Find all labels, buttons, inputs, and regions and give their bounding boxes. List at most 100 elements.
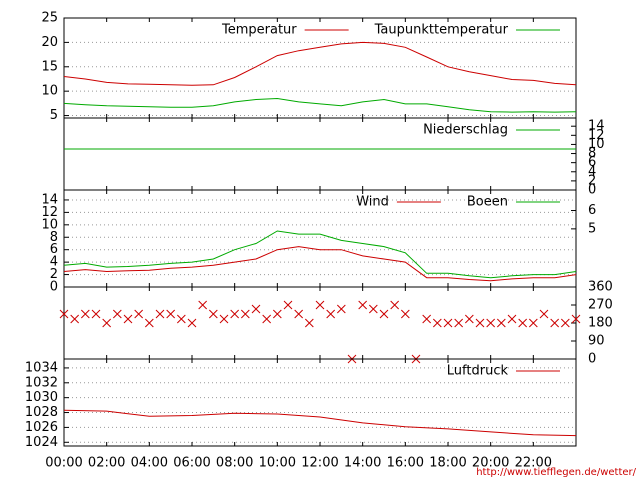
direction-point bbox=[454, 318, 464, 328]
x-tick-label: 10:00 bbox=[259, 456, 296, 471]
direction-point bbox=[283, 300, 293, 310]
series-line bbox=[63, 230, 577, 279]
direction-point bbox=[262, 314, 272, 324]
y-tick-label: 360 bbox=[588, 280, 613, 295]
y-tick-label: 10 bbox=[41, 84, 58, 99]
direction-point bbox=[400, 309, 410, 319]
direction-point bbox=[80, 309, 90, 319]
direction-point bbox=[304, 318, 314, 328]
y-tick-label: 4 bbox=[50, 255, 58, 270]
y-tick-label: 6 bbox=[588, 203, 596, 218]
x-tick-label: 22:00 bbox=[515, 456, 552, 471]
y-tick-label: 12 bbox=[588, 128, 605, 143]
y-tick-label: 6 bbox=[588, 155, 596, 170]
direction-point bbox=[550, 318, 560, 328]
direction-point bbox=[475, 318, 485, 328]
direction-point bbox=[379, 309, 389, 319]
y-tick-label: 1034 bbox=[25, 360, 58, 375]
y-tick-label: 10 bbox=[588, 137, 605, 152]
direction-point bbox=[134, 309, 144, 319]
y-tick-label: 270 bbox=[588, 298, 613, 313]
direction-point bbox=[219, 314, 229, 324]
direction-point bbox=[528, 318, 538, 328]
direction-point bbox=[432, 318, 442, 328]
direction-point bbox=[560, 318, 570, 328]
direction-point bbox=[571, 314, 581, 324]
direction-point bbox=[230, 309, 240, 319]
direction-point bbox=[166, 309, 176, 319]
series-line bbox=[63, 97, 577, 113]
direction-point bbox=[507, 314, 517, 324]
y-tick-label: 5 bbox=[50, 108, 58, 123]
x-tick-label: 12:00 bbox=[301, 456, 338, 471]
direction-point bbox=[443, 318, 453, 328]
y-tick-label: 1026 bbox=[25, 420, 58, 435]
x-tick-label: 06:00 bbox=[173, 456, 210, 471]
legend-label: Niederschlag bbox=[423, 123, 508, 138]
direction-point bbox=[198, 300, 208, 310]
y-tick-label: 14 bbox=[588, 119, 605, 134]
x-tick-label: 02:00 bbox=[88, 456, 125, 471]
x-tick-label: 16:00 bbox=[387, 456, 424, 471]
y-tick-label: 4 bbox=[588, 164, 596, 179]
direction-point bbox=[518, 318, 528, 328]
legend-label: Boeen bbox=[467, 195, 508, 210]
y-tick-label: 15 bbox=[41, 59, 58, 74]
direction-point bbox=[464, 314, 474, 324]
direction-point bbox=[187, 318, 197, 328]
y-tick-label: 8 bbox=[588, 146, 596, 161]
direction-point bbox=[112, 309, 122, 319]
direction-point bbox=[59, 309, 69, 319]
series-line bbox=[63, 246, 577, 282]
direction-point bbox=[390, 300, 400, 310]
direction-point bbox=[208, 309, 218, 319]
y-tick-label: 5 bbox=[588, 221, 596, 236]
y-tick-label: 25 bbox=[41, 11, 58, 26]
direction-point bbox=[368, 304, 378, 314]
direction-point bbox=[91, 309, 101, 319]
y-tick-label: 1030 bbox=[25, 390, 58, 405]
direction-point bbox=[539, 309, 549, 319]
y-tick-label: 180 bbox=[588, 316, 613, 331]
x-tick-label: 20:00 bbox=[472, 456, 509, 471]
x-tick-label: 14:00 bbox=[344, 456, 381, 471]
x-tick-label: 08:00 bbox=[216, 456, 253, 471]
direction-point bbox=[70, 314, 80, 324]
x-tick-label: 00:00 bbox=[45, 456, 82, 471]
direction-point bbox=[336, 304, 346, 314]
direction-point bbox=[326, 309, 336, 319]
footer-url: http://www.tiefflegen.de/wetter/ bbox=[476, 467, 636, 478]
y-tick-label: 90 bbox=[588, 334, 605, 349]
y-tick-label: 1024 bbox=[25, 435, 58, 450]
direction-point bbox=[102, 318, 112, 328]
legend-label: Wind bbox=[356, 195, 389, 210]
direction-point bbox=[144, 318, 154, 328]
direction-point bbox=[123, 314, 133, 324]
direction-point bbox=[155, 309, 165, 319]
direction-point bbox=[272, 309, 282, 319]
y-tick-label: 2 bbox=[588, 173, 596, 188]
y-tick-label: 10 bbox=[41, 217, 58, 232]
y-tick-label: 2 bbox=[50, 267, 58, 282]
direction-point bbox=[422, 314, 432, 324]
direction-point bbox=[315, 300, 325, 310]
direction-point bbox=[358, 300, 368, 310]
series-line bbox=[63, 409, 577, 437]
direction-point bbox=[486, 318, 496, 328]
y-tick-label: 1032 bbox=[25, 375, 58, 390]
direction-point bbox=[176, 314, 186, 324]
direction-point bbox=[240, 309, 250, 319]
direction-point bbox=[251, 304, 261, 314]
y-tick-label: 1028 bbox=[25, 405, 58, 420]
y-tick-label: 14 bbox=[41, 192, 58, 207]
x-tick-label: 18:00 bbox=[429, 456, 466, 471]
y-tick-label: 8 bbox=[50, 230, 58, 245]
legend-label: Temperatur bbox=[221, 23, 297, 38]
legend-label: Taupunkttemperatur bbox=[374, 23, 509, 38]
y-tick-label: 0 bbox=[50, 280, 58, 295]
y-tick-label: 0 bbox=[588, 352, 596, 367]
y-tick-label: 12 bbox=[41, 205, 58, 220]
direction-point bbox=[496, 318, 506, 328]
